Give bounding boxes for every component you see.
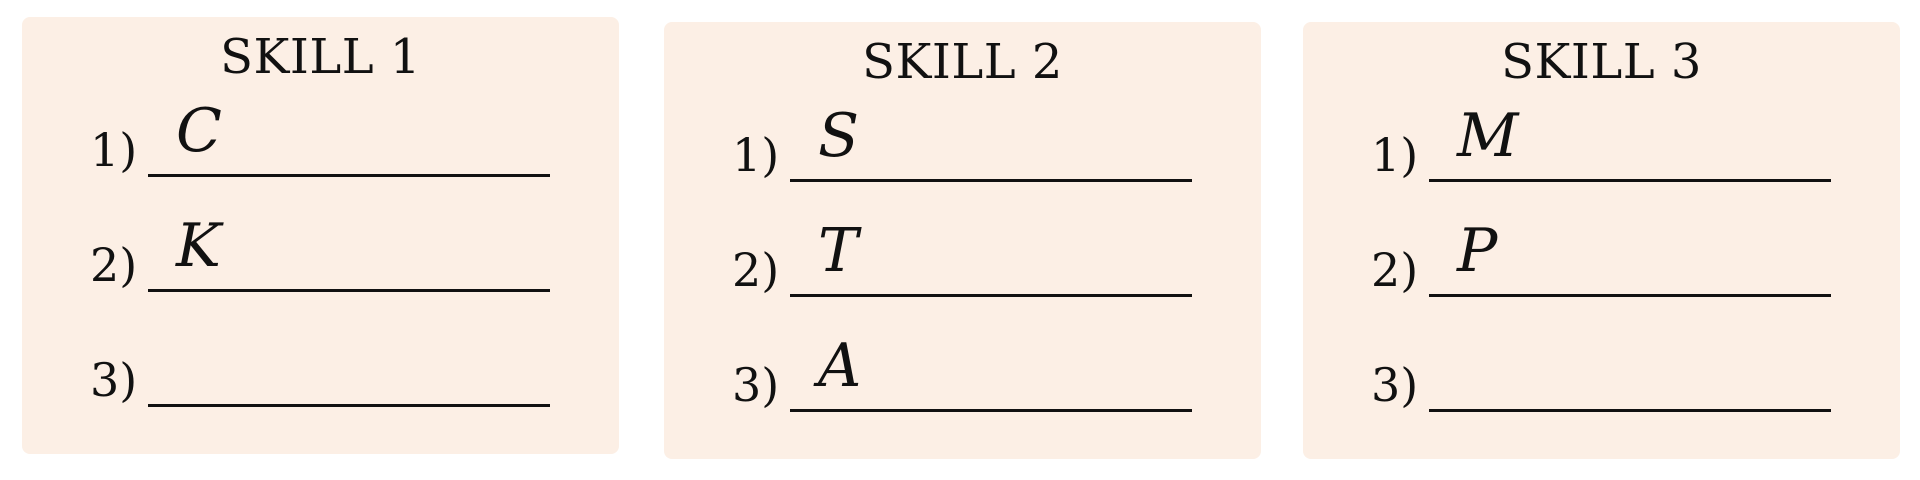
handwritten-answer: K (176, 211, 221, 281)
row-number: 3) (732, 358, 780, 412)
answer-row-2: 2) K (22, 216, 619, 302)
skill-title: SKILL 1 (220, 29, 421, 85)
row-number: 1) (732, 128, 780, 182)
handwritten-answer: P (1457, 216, 1498, 286)
answer-line[interactable] (148, 174, 550, 177)
answer-row-2: 2) P (1303, 221, 1900, 307)
answer-row-3: 3) (22, 337, 619, 417)
answer-line[interactable] (790, 409, 1192, 412)
handwritten-answer: A (818, 331, 862, 401)
answer-row-1: 1) S (664, 106, 1261, 192)
answer-line[interactable] (1429, 409, 1831, 412)
answer-line[interactable] (1429, 179, 1831, 182)
answer-line[interactable] (148, 289, 550, 292)
row-number: 1) (1371, 128, 1419, 182)
answer-row-3: 3) (1303, 342, 1900, 422)
answer-row-1: 1) M (1303, 106, 1900, 192)
answer-row-2: 2) T (664, 221, 1261, 307)
answer-line[interactable] (1429, 294, 1831, 297)
answer-line[interactable] (790, 179, 1192, 182)
handwritten-answer: C (176, 96, 222, 166)
handwritten-answer: M (1457, 101, 1519, 171)
skill-card-3: SKILL 3 1) M 2) P 3) (1303, 22, 1900, 459)
row-number: 2) (732, 243, 780, 297)
skill-card-1: SKILL 1 1) C 2) K 3) (22, 17, 619, 454)
skill-title: SKILL 3 (1501, 34, 1702, 90)
answer-row-3: 3) A (664, 336, 1261, 422)
skill-title: SKILL 2 (862, 34, 1063, 90)
answer-row-1: 1) C (22, 101, 619, 187)
row-number: 1) (90, 123, 138, 177)
handwritten-answer: S (818, 101, 860, 171)
row-number: 3) (90, 353, 138, 407)
row-number: 3) (1371, 358, 1419, 412)
handwritten-answer: T (818, 216, 859, 286)
row-number: 2) (1371, 243, 1419, 297)
answer-line[interactable] (148, 404, 550, 407)
answer-line[interactable] (790, 294, 1192, 297)
skill-card-2: SKILL 2 1) S 2) T 3) A (664, 22, 1261, 459)
row-number: 2) (90, 238, 138, 292)
